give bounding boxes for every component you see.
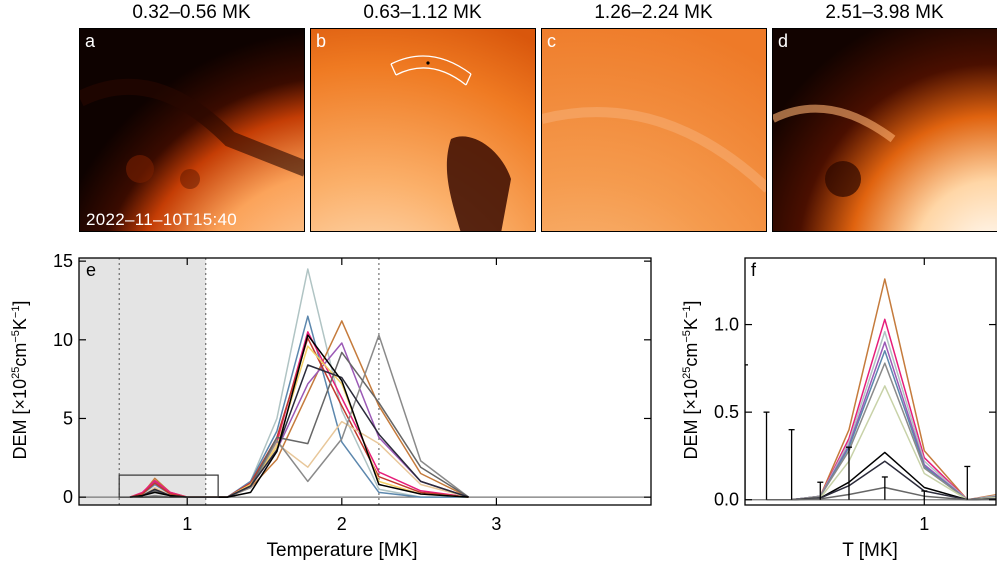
y-tick-label-3: 15 [53,251,73,271]
y-tick-label-0: 0 [63,487,73,507]
plot-frame [744,257,997,506]
panel-label-d: d [778,31,789,51]
x-tick-label-1: 2 [337,514,347,534]
panel-label-a: a [85,31,96,51]
series-line-11 [129,334,469,498]
dem-chart-e: Temperature [MK] DEM [×1025cm−5K−1] 1 2 3 0… [10,251,652,561]
panel-label-e: e [86,260,96,280]
dem-chart-f: T [MK] DEM [×1025cm−5K−1] 1 0.0 0.5 1.0 f [681,257,997,561]
zoom-box [118,474,219,498]
panel-title-a: 0.32–0.56 MK [132,2,251,23]
y-tick-label-2: 10 [53,330,73,350]
series-line-0 [766,278,996,501]
series-line-6 [766,385,996,501]
x-tick-label-0: 1 [182,514,192,534]
slit-outline-top [390,55,472,75]
x-tick-label-2: 3 [491,514,501,534]
timestamp: 2022–11–10T15:40 [86,210,238,229]
panel-label-c: c [547,31,556,51]
solar-image-a [80,29,304,231]
x-tick-label-0: 1 [919,514,929,534]
series-line-10 [129,364,469,498]
shaded-region [79,258,206,505]
x-axis-label-e: Temperature [MK] [267,540,418,561]
panel-title-d: 2.51–3.98 MK [825,2,944,23]
series-line-1 [766,318,996,501]
series-line-5 [766,362,996,501]
series-group [129,268,470,498]
y-tick-label-0: 0.0 [714,490,739,510]
slit-outline-bottom [395,67,467,86]
series-line-7 [766,451,996,501]
panel-label-b: b [316,31,327,51]
solar-image-d [773,29,997,231]
plot-frame [78,257,652,506]
series-group [745,278,996,501]
solar-image-panel-b: b [310,28,536,232]
solar-image-panel-a: a 2022–11–10T15:40 [79,28,305,232]
solar-image-b [311,29,535,231]
series-line-3 [766,341,996,501]
series-line-2 [766,330,996,501]
y-tick-label-2: 1.0 [714,315,739,335]
panel-title-b: 0.63–1.12 MK [363,2,482,23]
solar-image-panel-d: d [772,28,997,232]
solar-image-c [542,29,766,231]
y-tick-label-1: 5 [63,408,73,428]
panel-title-c: 1.26–2.24 MK [594,2,713,23]
y-tick-label-1: 0.5 [714,402,739,422]
y-axis-label-e: DEM [×1025cm−5K−1] [10,301,30,460]
x-axis-label-f: T [MK] [842,540,898,561]
solar-image-panel-c: c [541,28,767,232]
series-line-9 [766,486,996,501]
series-line-4 [766,350,996,501]
panel-label-f: f [751,260,757,280]
y-axis-label-f: DEM [×1025cm−5K−1] [681,301,701,460]
